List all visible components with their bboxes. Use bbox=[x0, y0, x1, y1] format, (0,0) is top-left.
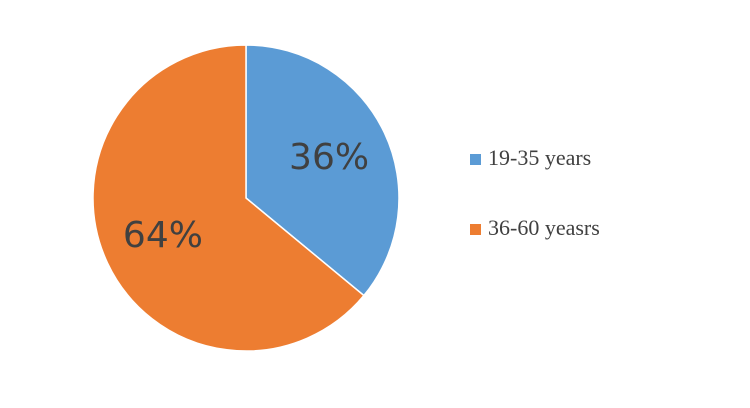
legend-label: 19-35 years bbox=[488, 145, 591, 170]
pie-slice bbox=[92, 44, 365, 352]
legend-swatch bbox=[470, 154, 481, 165]
legend-swatch bbox=[470, 224, 481, 235]
data-label: 64% bbox=[123, 215, 203, 256]
legend-label: 36-60 yeasrs bbox=[488, 215, 600, 240]
pie-slice bbox=[245, 44, 400, 297]
data-label: 36% bbox=[289, 137, 369, 178]
